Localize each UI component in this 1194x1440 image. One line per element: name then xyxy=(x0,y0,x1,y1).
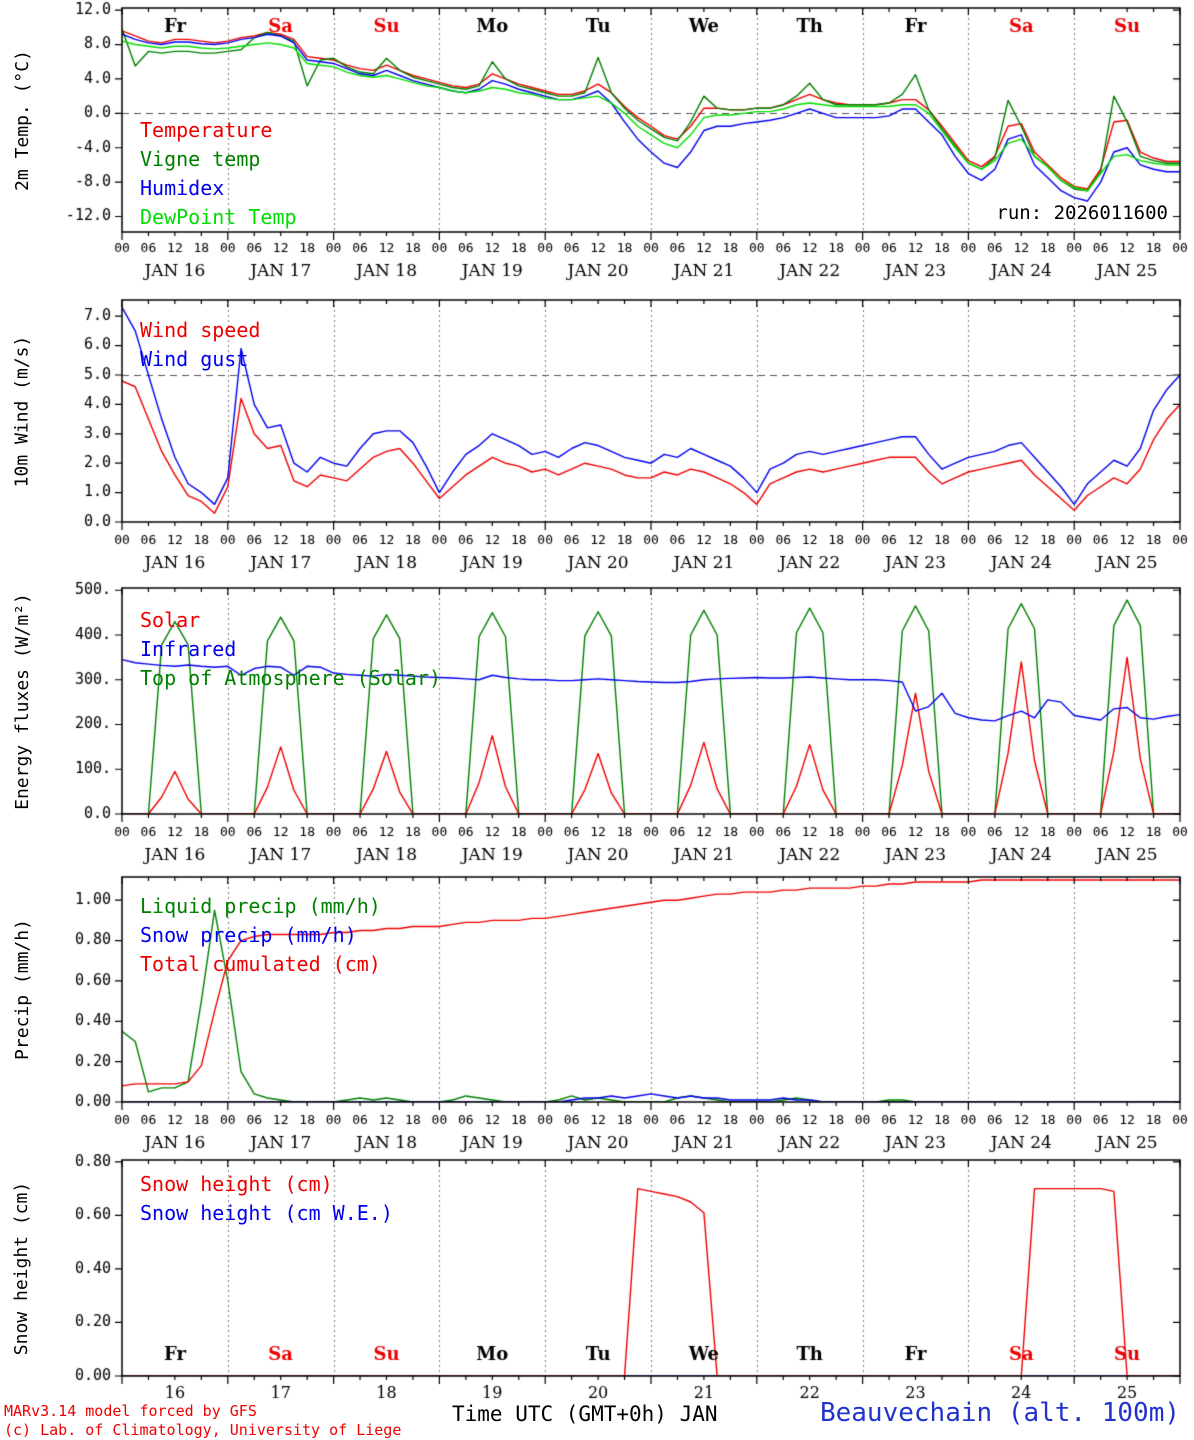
legend-temperature: Temperature xyxy=(140,118,273,142)
y-axis-title-box-precip: Precip (mm/h) xyxy=(4,877,40,1102)
y-axis-title-temperature: 2m Temp. (°C) xyxy=(11,49,33,191)
legend-dewpoint-temp: DewPoint Temp xyxy=(140,205,297,229)
legend-humidex: Humidex xyxy=(140,176,225,200)
legend-vigne-temp: Vigne temp xyxy=(140,147,261,171)
y-axis-title-precip: Precip (mm/h) xyxy=(11,919,33,1060)
y-axis-title-box-wind: 10m Wind (m/s) xyxy=(4,300,40,522)
legend-snow-precip: Snow precip (mm/h) xyxy=(140,923,357,947)
station-label: Beauvechain (alt. 100m) xyxy=(819,1398,1180,1428)
credit-line-2: (c) Lab. of Climatology, University of L… xyxy=(4,1421,402,1439)
legend-temperature-panel: Temperature Vigne temp Humidex DewPoint … xyxy=(140,116,297,232)
legend-flux-panel: Solar Infrared Top of Atmosphere (Solar) xyxy=(140,606,441,693)
legend-snow-panel: Snow height (cm) Snow height (cm W.E.) xyxy=(140,1170,393,1228)
y-axis-title-box-flux: Energy fluxes (W/m²) xyxy=(4,588,40,814)
y-axis-title-wind: 10m Wind (m/s) xyxy=(11,335,33,487)
legend-wind-panel: Wind speed Wind gust xyxy=(140,316,260,374)
legend-liquid-precip: Liquid precip (mm/h) xyxy=(140,894,381,918)
model-run-label: run: 2026011600 xyxy=(996,202,1168,224)
credit-text: MARv3.14 model forced by GFS (c) Lab. of… xyxy=(4,1402,401,1440)
x-axis-title: Time UTC (GMT+0h) JAN xyxy=(452,1402,718,1426)
y-axis-title-box-snow: Snow height (cm) xyxy=(4,1160,40,1376)
legend-infrared: Infrared xyxy=(140,637,237,661)
y-axis-title-box-temp: 2m Temp. (°C) xyxy=(4,8,40,232)
legend-top-of-atmosphere: Top of Atmosphere (Solar) xyxy=(140,666,442,690)
y-axis-title-snow-height: Snow height (cm) xyxy=(11,1181,33,1355)
legend-snow-height-we: Snow height (cm W.E.) xyxy=(140,1201,393,1225)
legend-wind-gust: Wind gust xyxy=(140,347,249,371)
credit-line-1: MARv3.14 model forced by GFS xyxy=(4,1402,257,1420)
legend-solar: Solar xyxy=(140,608,201,632)
legend-snow-height: Snow height (cm) xyxy=(140,1172,333,1196)
legend-total-cumulated: Total cumulated (cm) xyxy=(140,952,381,976)
y-axis-title-energy-fluxes: Energy fluxes (W/m²) xyxy=(11,592,33,810)
legend-precip-panel: Liquid precip (mm/h) Snow precip (mm/h) … xyxy=(140,892,381,979)
legend-wind-speed: Wind speed xyxy=(140,318,261,342)
